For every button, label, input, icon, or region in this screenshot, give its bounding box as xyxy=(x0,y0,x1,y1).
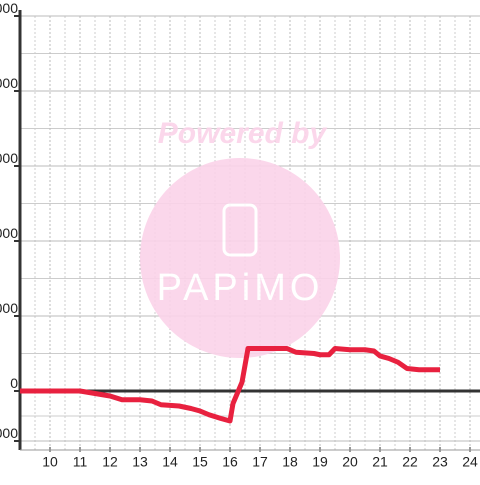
x-tick-label: 20 xyxy=(342,454,358,470)
y-tick-label: -20,000 xyxy=(0,425,18,441)
x-tick-label: 15 xyxy=(192,454,208,470)
x-tick-label: 19 xyxy=(312,454,328,470)
x-tick-label: 23 xyxy=(432,454,448,470)
x-tick-label: 17 xyxy=(252,454,268,470)
x-tick-label: 21 xyxy=(372,454,388,470)
watermark-icon xyxy=(222,203,258,257)
x-tick-label: 10 xyxy=(42,454,58,470)
x-tick-label: 22 xyxy=(402,454,418,470)
watermark-text: Powered by xyxy=(158,117,328,150)
x-tick-label: 14 xyxy=(162,454,178,470)
x-tick-label: 24 xyxy=(462,454,478,470)
watermark-text: PAPiMO xyxy=(157,267,324,309)
x-tick-label: 12 xyxy=(102,454,118,470)
y-tick-label: 0 xyxy=(10,375,18,391)
x-tick-label: 13 xyxy=(132,454,148,470)
watermark: Powered by PAPiMO xyxy=(140,117,340,358)
x-tick-label: 16 xyxy=(222,454,238,470)
watermark-circle xyxy=(140,158,340,358)
y-tick-label: 30,000 xyxy=(0,300,18,316)
data-line xyxy=(20,346,440,424)
y-tick-label: 90,000 xyxy=(0,150,18,166)
x-tick-label: 11 xyxy=(73,454,88,470)
y-tick-label: 120,000 xyxy=(0,75,18,91)
y-tick-label: 150,000 xyxy=(0,0,18,16)
x-tick-label: 18 xyxy=(282,454,298,470)
y-tick-label: 60,000 xyxy=(0,225,18,241)
